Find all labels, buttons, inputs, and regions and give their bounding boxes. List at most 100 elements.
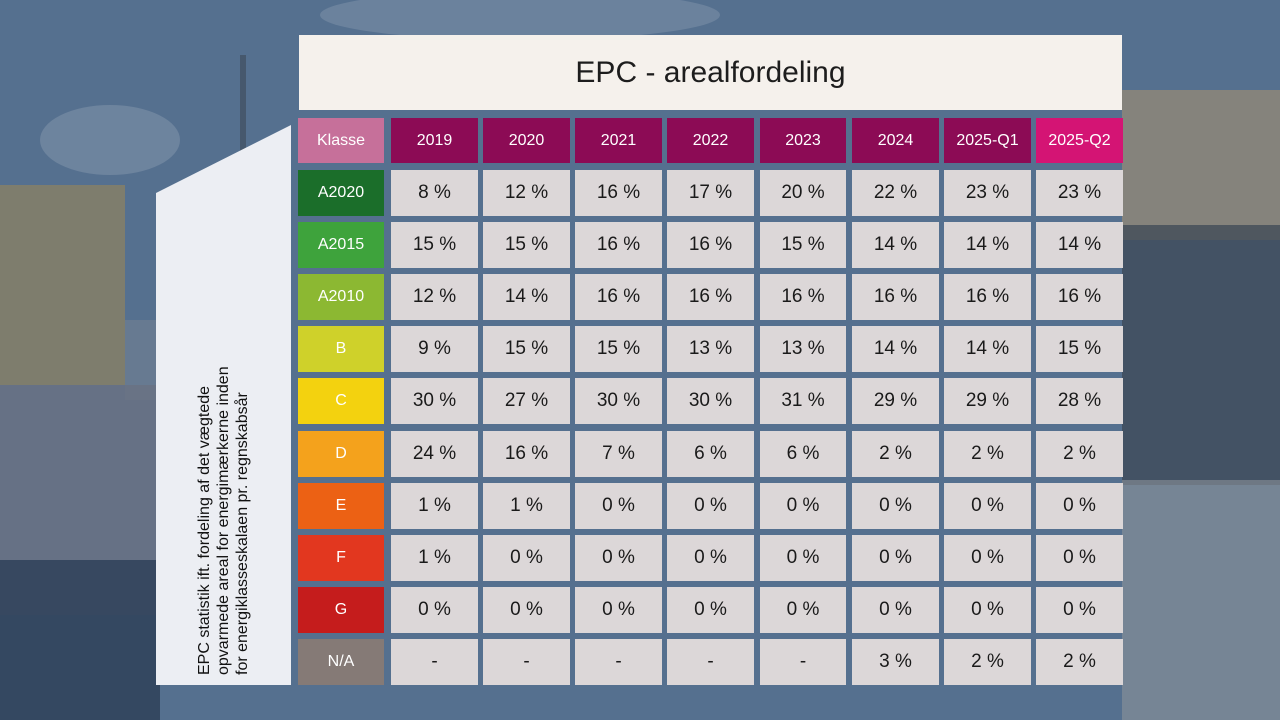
table-cell: 15 % bbox=[1036, 326, 1123, 372]
table-cell: 0 % bbox=[944, 483, 1031, 529]
table-cell: 22 % bbox=[852, 170, 939, 216]
table-cell: 15 % bbox=[391, 222, 478, 268]
energy-class-label: G bbox=[298, 587, 384, 633]
table-cell: 23 % bbox=[1036, 170, 1123, 216]
table-cell: 24 % bbox=[391, 431, 478, 477]
table-cell: 13 % bbox=[667, 326, 754, 372]
energy-class-label: B bbox=[298, 326, 384, 372]
table-cell: 0 % bbox=[1036, 535, 1123, 581]
table-cell: 16 % bbox=[483, 431, 570, 477]
energy-class-label: E bbox=[298, 483, 384, 529]
table-cell: 13 % bbox=[760, 326, 846, 372]
table-cell: 2 % bbox=[1036, 431, 1123, 477]
table-cell: 23 % bbox=[944, 170, 1031, 216]
table-cell: 0 % bbox=[667, 483, 754, 529]
table-cell: 16 % bbox=[575, 222, 662, 268]
table-cell: 12 % bbox=[391, 274, 478, 320]
table-cell: 16 % bbox=[667, 274, 754, 320]
table-cell: 0 % bbox=[760, 587, 846, 633]
table-cell: 0 % bbox=[483, 535, 570, 581]
table-cell: 16 % bbox=[575, 274, 662, 320]
table-cell: - bbox=[760, 639, 846, 685]
table-cell: 2 % bbox=[852, 431, 939, 477]
table-cell: 0 % bbox=[852, 587, 939, 633]
table-cell: 30 % bbox=[391, 378, 478, 424]
table-cell: 14 % bbox=[852, 222, 939, 268]
table-cell: 29 % bbox=[944, 378, 1031, 424]
table-cell: 0 % bbox=[1036, 483, 1123, 529]
side-description-line-1: EPC statistik ift. fordeling af det vægt… bbox=[196, 385, 213, 675]
table-cell: 14 % bbox=[483, 274, 570, 320]
table-cell: - bbox=[391, 639, 478, 685]
table-cell: 0 % bbox=[852, 535, 939, 581]
table-cell: 6 % bbox=[667, 431, 754, 477]
header-year: 2024 bbox=[852, 118, 939, 163]
energy-class-label: N/A bbox=[298, 639, 384, 685]
header-year: 2023 bbox=[760, 118, 846, 163]
table-cell: 3 % bbox=[852, 639, 939, 685]
header-year: 2025-Q1 bbox=[944, 118, 1031, 163]
table-cell: 14 % bbox=[1036, 222, 1123, 268]
table-cell: 16 % bbox=[944, 274, 1031, 320]
side-description-panel: EPC statistik ift. fordeling af det vægt… bbox=[156, 125, 291, 685]
table-cell: 15 % bbox=[575, 326, 662, 372]
header-year: 2022 bbox=[667, 118, 754, 163]
table-cell: 15 % bbox=[483, 326, 570, 372]
header-year: 2020 bbox=[483, 118, 570, 163]
header-klasse: Klasse bbox=[298, 118, 384, 163]
table-cell: 0 % bbox=[760, 535, 846, 581]
table-cell: 27 % bbox=[483, 378, 570, 424]
table-cell: 8 % bbox=[391, 170, 478, 216]
header-year: 2021 bbox=[575, 118, 662, 163]
table-cell: 14 % bbox=[944, 222, 1031, 268]
table-cell: 7 % bbox=[575, 431, 662, 477]
table-cell: 0 % bbox=[852, 483, 939, 529]
table-cell: 12 % bbox=[483, 170, 570, 216]
table-cell: 14 % bbox=[852, 326, 939, 372]
table-cell: 31 % bbox=[760, 378, 846, 424]
energy-class-label: A2020 bbox=[298, 170, 384, 216]
table-cell: 16 % bbox=[760, 274, 846, 320]
table-cell: 0 % bbox=[944, 535, 1031, 581]
table-cell: 15 % bbox=[483, 222, 570, 268]
page-title: EPC - arealfordeling bbox=[299, 35, 1122, 110]
table-cell: 1 % bbox=[391, 535, 478, 581]
table-cell: 0 % bbox=[667, 535, 754, 581]
energy-class-label: A2015 bbox=[298, 222, 384, 268]
table-cell: - bbox=[667, 639, 754, 685]
table-cell: 0 % bbox=[944, 587, 1031, 633]
table-cell: 6 % bbox=[760, 431, 846, 477]
table-cell: 15 % bbox=[760, 222, 846, 268]
table-cell: 0 % bbox=[667, 587, 754, 633]
header-year: 2025-Q2 bbox=[1036, 118, 1123, 163]
side-description: EPC statistik ift. fordeling af det vægt… bbox=[156, 185, 291, 675]
table-cell: 28 % bbox=[1036, 378, 1123, 424]
table-cell: 0 % bbox=[1036, 587, 1123, 633]
table-cell: 2 % bbox=[944, 431, 1031, 477]
table-cell: 16 % bbox=[575, 170, 662, 216]
energy-class-label: C bbox=[298, 378, 384, 424]
table-cell: 0 % bbox=[760, 483, 846, 529]
table-cell: 0 % bbox=[575, 535, 662, 581]
table-cell: 17 % bbox=[667, 170, 754, 216]
energy-class-label: A2010 bbox=[298, 274, 384, 320]
table-cell: 16 % bbox=[667, 222, 754, 268]
side-description-line-2: opvarmede areal for energimærkerne inden bbox=[215, 366, 232, 675]
table-cell: - bbox=[483, 639, 570, 685]
table-cell: - bbox=[575, 639, 662, 685]
table-cell: 1 % bbox=[391, 483, 478, 529]
table-cell: 0 % bbox=[391, 587, 478, 633]
table-cell: 1 % bbox=[483, 483, 570, 529]
table-cell: 2 % bbox=[1036, 639, 1123, 685]
table-cell: 20 % bbox=[760, 170, 846, 216]
energy-class-label: F bbox=[298, 535, 384, 581]
table-cell: 30 % bbox=[575, 378, 662, 424]
table-cell: 9 % bbox=[391, 326, 478, 372]
table-cell: 30 % bbox=[667, 378, 754, 424]
table-cell: 16 % bbox=[852, 274, 939, 320]
table-cell: 2 % bbox=[944, 639, 1031, 685]
side-description-line-3: for energiklasseskalaen pr. regnskabsår bbox=[234, 392, 251, 675]
header-year: 2019 bbox=[391, 118, 478, 163]
table-cell: 29 % bbox=[852, 378, 939, 424]
table-cell: 0 % bbox=[483, 587, 570, 633]
